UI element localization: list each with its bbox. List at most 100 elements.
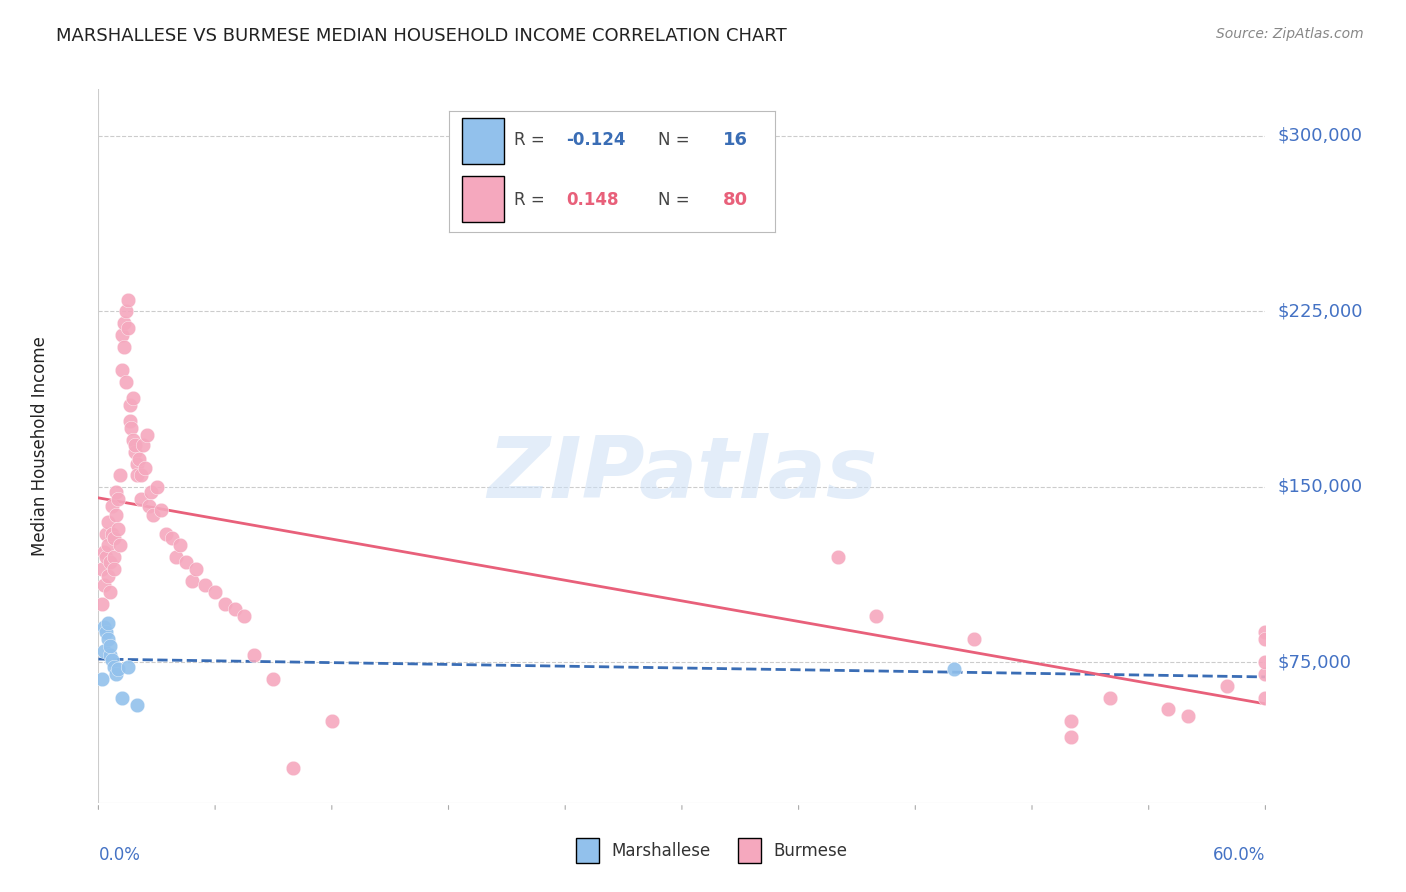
Point: [146, 480, 169, 494]
Point: [112, 316, 135, 330]
Point: [128, 451, 150, 466]
Point: [962, 632, 984, 646]
Point: [118, 414, 141, 428]
Point: [103, 660, 125, 674]
Point: [124, 438, 146, 452]
Point: [93, 644, 115, 658]
Point: [149, 503, 172, 517]
Point: [243, 648, 266, 663]
Point: [262, 672, 284, 686]
Point: [174, 555, 197, 569]
Point: [118, 398, 141, 412]
Point: [214, 597, 236, 611]
Point: [98, 639, 121, 653]
Point: [1060, 731, 1083, 745]
Text: MARSHALLESE VS BURMESE MEDIAN HOUSEHOLD INCOME CORRELATION CHART: MARSHALLESE VS BURMESE MEDIAN HOUSEHOLD …: [56, 27, 787, 45]
Point: [111, 327, 134, 342]
Point: [1254, 667, 1277, 681]
Point: [127, 457, 149, 471]
Point: [93, 545, 115, 559]
Point: [98, 585, 121, 599]
Point: [184, 562, 207, 576]
Point: [129, 468, 152, 483]
Point: [142, 508, 165, 522]
Point: [122, 391, 145, 405]
Point: [97, 538, 120, 552]
Point: [1157, 702, 1180, 716]
Point: [91, 597, 114, 611]
Text: Burmese: Burmese: [773, 842, 848, 860]
Text: 0.0%: 0.0%: [98, 846, 141, 863]
Point: [180, 574, 202, 588]
Point: [1215, 679, 1237, 693]
Point: [96, 526, 118, 541]
Point: [204, 585, 226, 599]
Text: $75,000: $75,000: [1277, 654, 1351, 672]
Point: [162, 532, 184, 546]
Point: [101, 653, 124, 667]
Point: [104, 508, 127, 522]
Point: [127, 468, 149, 483]
Text: Source: ZipAtlas.com: Source: ZipAtlas.com: [1216, 27, 1364, 41]
Text: Median Household Income: Median Household Income: [31, 336, 49, 556]
Point: [97, 515, 120, 529]
Point: [129, 491, 152, 506]
Point: [1060, 714, 1083, 728]
Point: [155, 526, 177, 541]
Point: [943, 662, 966, 676]
Point: [1177, 709, 1199, 723]
Point: [112, 340, 135, 354]
Point: [98, 648, 121, 663]
Text: Marshallese: Marshallese: [612, 842, 711, 860]
Point: [321, 714, 343, 728]
Point: [117, 293, 139, 307]
Point: [121, 421, 143, 435]
Point: [114, 304, 136, 318]
Point: [96, 550, 118, 565]
Point: [97, 632, 120, 646]
Text: 60.0%: 60.0%: [1213, 846, 1265, 863]
Point: [111, 690, 134, 705]
Text: $300,000: $300,000: [1277, 127, 1362, 145]
Point: [1098, 690, 1121, 705]
Point: [93, 578, 115, 592]
Point: [104, 667, 127, 681]
Point: [103, 562, 125, 576]
Point: [103, 550, 125, 565]
Point: [127, 698, 149, 712]
Point: [117, 321, 139, 335]
Point: [111, 363, 134, 377]
Point: [139, 484, 162, 499]
Point: [91, 562, 114, 576]
Point: [124, 445, 146, 459]
Point: [107, 491, 129, 506]
Point: [108, 538, 131, 552]
Point: [101, 499, 124, 513]
Point: [1254, 625, 1277, 640]
Point: [132, 438, 155, 452]
Point: [165, 550, 187, 565]
Point: [93, 620, 115, 634]
Point: [101, 526, 124, 541]
Point: [233, 608, 256, 623]
Point: [96, 625, 118, 640]
Point: [107, 522, 129, 536]
Text: $150,000: $150,000: [1277, 478, 1362, 496]
Point: [1254, 656, 1277, 670]
Point: [281, 761, 304, 775]
Point: [97, 615, 120, 630]
Point: [194, 578, 217, 592]
Point: [827, 550, 849, 565]
Point: [1254, 690, 1277, 705]
Point: [1254, 632, 1277, 646]
Point: [114, 375, 136, 389]
Point: [138, 499, 160, 513]
Point: [108, 468, 131, 483]
Point: [117, 660, 139, 674]
Point: [169, 538, 191, 552]
Point: [104, 484, 127, 499]
Point: [97, 569, 120, 583]
Point: [865, 608, 887, 623]
Text: ZIPatlas: ZIPatlas: [486, 433, 877, 516]
Point: [103, 532, 125, 546]
